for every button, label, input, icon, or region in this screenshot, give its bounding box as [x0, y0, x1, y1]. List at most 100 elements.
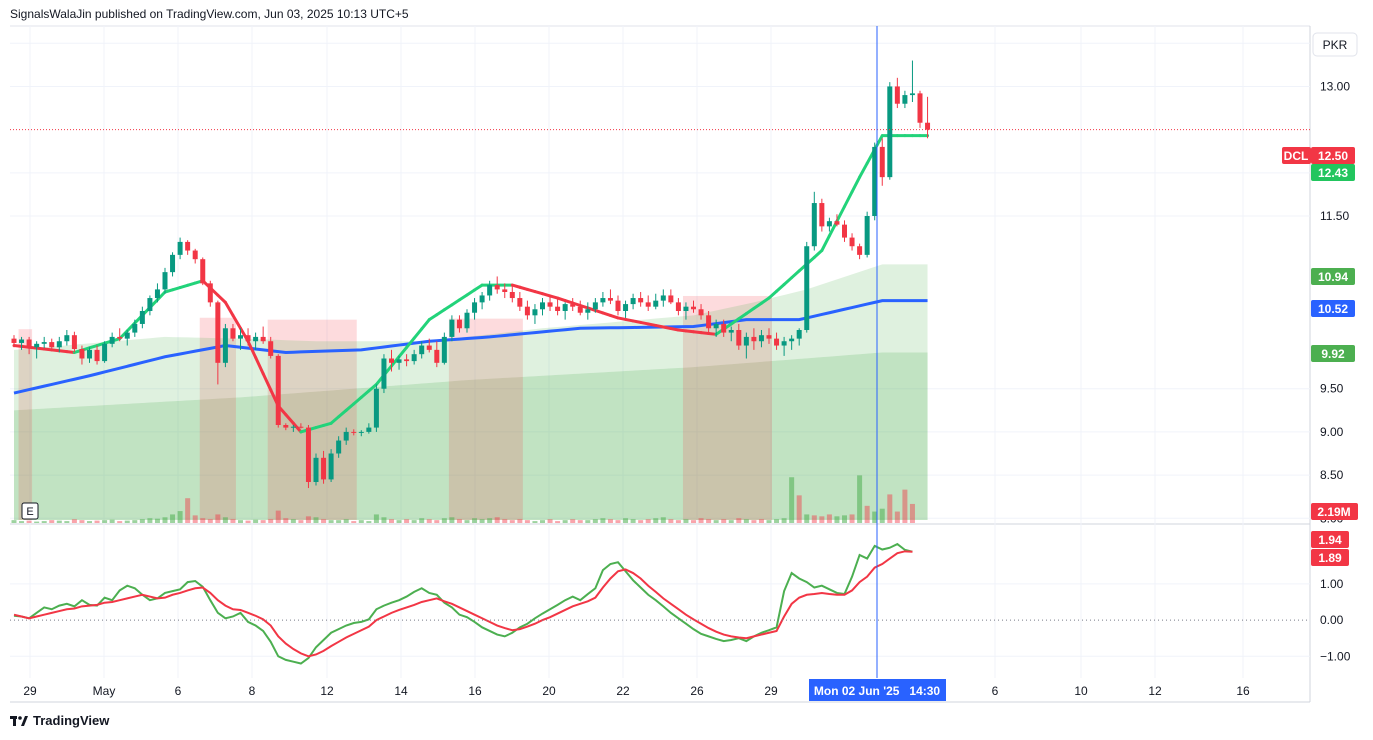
candle[interactable]: [540, 298, 545, 316]
candle[interactable]: [547, 295, 553, 311]
candle[interactable]: [373, 384, 379, 432]
candle[interactable]: [925, 96, 931, 139]
candle[interactable]: [275, 354, 281, 428]
candle[interactable]: [298, 423, 304, 429]
candle[interactable]: [894, 77, 900, 109]
candle[interactable]: [683, 302, 689, 320]
candle[interactable]: [721, 319, 727, 337]
candle[interactable]: [132, 319, 138, 337]
candle[interactable]: [456, 315, 462, 333]
candle[interactable]: [11, 335, 17, 348]
currency-label[interactable]: PKR: [1323, 38, 1348, 52]
candle[interactable]: [577, 300, 583, 316]
candle[interactable]: [434, 341, 440, 368]
candle[interactable]: [162, 267, 168, 294]
candle[interactable]: [56, 336, 62, 353]
candle[interactable]: [789, 335, 795, 350]
candle[interactable]: [389, 349, 394, 372]
candle[interactable]: [698, 304, 704, 320]
candle[interactable]: [645, 295, 651, 311]
candle[interactable]: [751, 328, 757, 350]
candle[interactable]: [728, 326, 734, 342]
candle[interactable]: [796, 328, 802, 346]
candle[interactable]: [283, 423, 289, 431]
candle[interactable]: [857, 243, 863, 260]
candle[interactable]: [585, 302, 591, 320]
candle[interactable]: [419, 341, 425, 359]
candle[interactable]: [328, 449, 334, 482]
candle[interactable]: [781, 336, 787, 356]
candle[interactable]: [305, 425, 311, 489]
candle[interactable]: [245, 328, 251, 346]
candle[interactable]: [660, 289, 666, 307]
candle[interactable]: [441, 332, 447, 365]
candle[interactable]: [487, 280, 493, 301]
candle[interactable]: [774, 332, 780, 350]
candle[interactable]: [902, 90, 908, 109]
candle[interactable]: [917, 90, 923, 128]
candle[interactable]: [668, 289, 674, 305]
candle[interactable]: [562, 302, 568, 320]
candle[interactable]: [102, 341, 108, 363]
candle[interactable]: [638, 292, 644, 307]
candle[interactable]: [517, 292, 523, 311]
candle[interactable]: [139, 306, 145, 329]
candle[interactable]: [34, 341, 40, 359]
candle[interactable]: [449, 315, 455, 342]
candle[interactable]: [358, 430, 364, 437]
candle[interactable]: [313, 453, 319, 486]
candles[interactable]: [11, 60, 931, 489]
candle[interactable]: [253, 332, 259, 350]
candle[interactable]: [691, 300, 696, 313]
candle[interactable]: [509, 285, 515, 303]
candle[interactable]: [826, 217, 832, 232]
candle[interactable]: [49, 338, 55, 350]
candle[interactable]: [207, 280, 213, 307]
candle[interactable]: [630, 293, 636, 310]
candle[interactable]: [426, 338, 432, 353]
candle[interactable]: [343, 427, 349, 445]
candle[interactable]: [404, 354, 410, 367]
candle[interactable]: [19, 336, 25, 350]
earnings-marker-label[interactable]: E: [26, 506, 33, 518]
candle[interactable]: [811, 191, 817, 251]
candle[interactable]: [260, 326, 266, 344]
candle[interactable]: [623, 300, 629, 318]
candle[interactable]: [570, 298, 576, 311]
candle[interactable]: [819, 198, 825, 232]
candle[interactable]: [87, 347, 92, 363]
candle[interactable]: [592, 298, 598, 313]
candle[interactable]: [464, 309, 470, 333]
candle[interactable]: [736, 323, 742, 350]
candle[interactable]: [555, 298, 561, 316]
candle[interactable]: [215, 300, 221, 385]
macd-pane[interactable]: [13, 542, 913, 665]
candle[interactable]: [154, 283, 160, 303]
candle[interactable]: [766, 328, 772, 344]
candle[interactable]: [71, 331, 77, 353]
candle[interactable]: [147, 295, 153, 316]
footer-brand[interactable]: TradingView: [10, 713, 109, 728]
candle[interactable]: [170, 252, 176, 277]
candle[interactable]: [864, 211, 870, 258]
candle[interactable]: [396, 355, 402, 370]
candle[interactable]: [185, 240, 191, 255]
candle[interactable]: [381, 354, 387, 394]
candle[interactable]: [177, 237, 183, 260]
candle[interactable]: [321, 450, 327, 484]
candle[interactable]: [743, 332, 749, 359]
candle[interactable]: [887, 82, 893, 180]
candle[interactable]: [494, 276, 500, 294]
candle[interactable]: [706, 311, 712, 333]
candle[interactable]: [607, 289, 613, 305]
candle[interactable]: [532, 304, 538, 324]
candle[interactable]: [117, 328, 123, 342]
candle[interactable]: [238, 328, 243, 350]
candle[interactable]: [879, 138, 885, 186]
candle[interactable]: [290, 425, 296, 432]
candle[interactable]: [479, 292, 485, 310]
candle[interactable]: [124, 330, 130, 346]
candle[interactable]: [79, 345, 85, 365]
candle[interactable]: [336, 436, 342, 458]
candle[interactable]: [472, 298, 478, 320]
